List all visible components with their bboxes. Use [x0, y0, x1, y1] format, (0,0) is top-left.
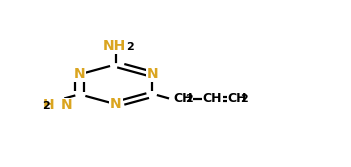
Text: CH: CH: [228, 92, 247, 105]
Text: H: H: [43, 98, 54, 112]
Text: CH: CH: [173, 92, 192, 105]
Text: N: N: [60, 98, 72, 112]
Text: N: N: [147, 67, 158, 81]
Text: 2: 2: [42, 101, 50, 111]
Text: N: N: [74, 67, 85, 81]
Text: N: N: [110, 97, 122, 111]
Text: 2: 2: [240, 95, 248, 104]
Text: NH: NH: [103, 39, 126, 53]
Text: CH: CH: [203, 92, 222, 105]
Text: 2: 2: [126, 42, 134, 52]
Text: 2: 2: [185, 95, 193, 104]
